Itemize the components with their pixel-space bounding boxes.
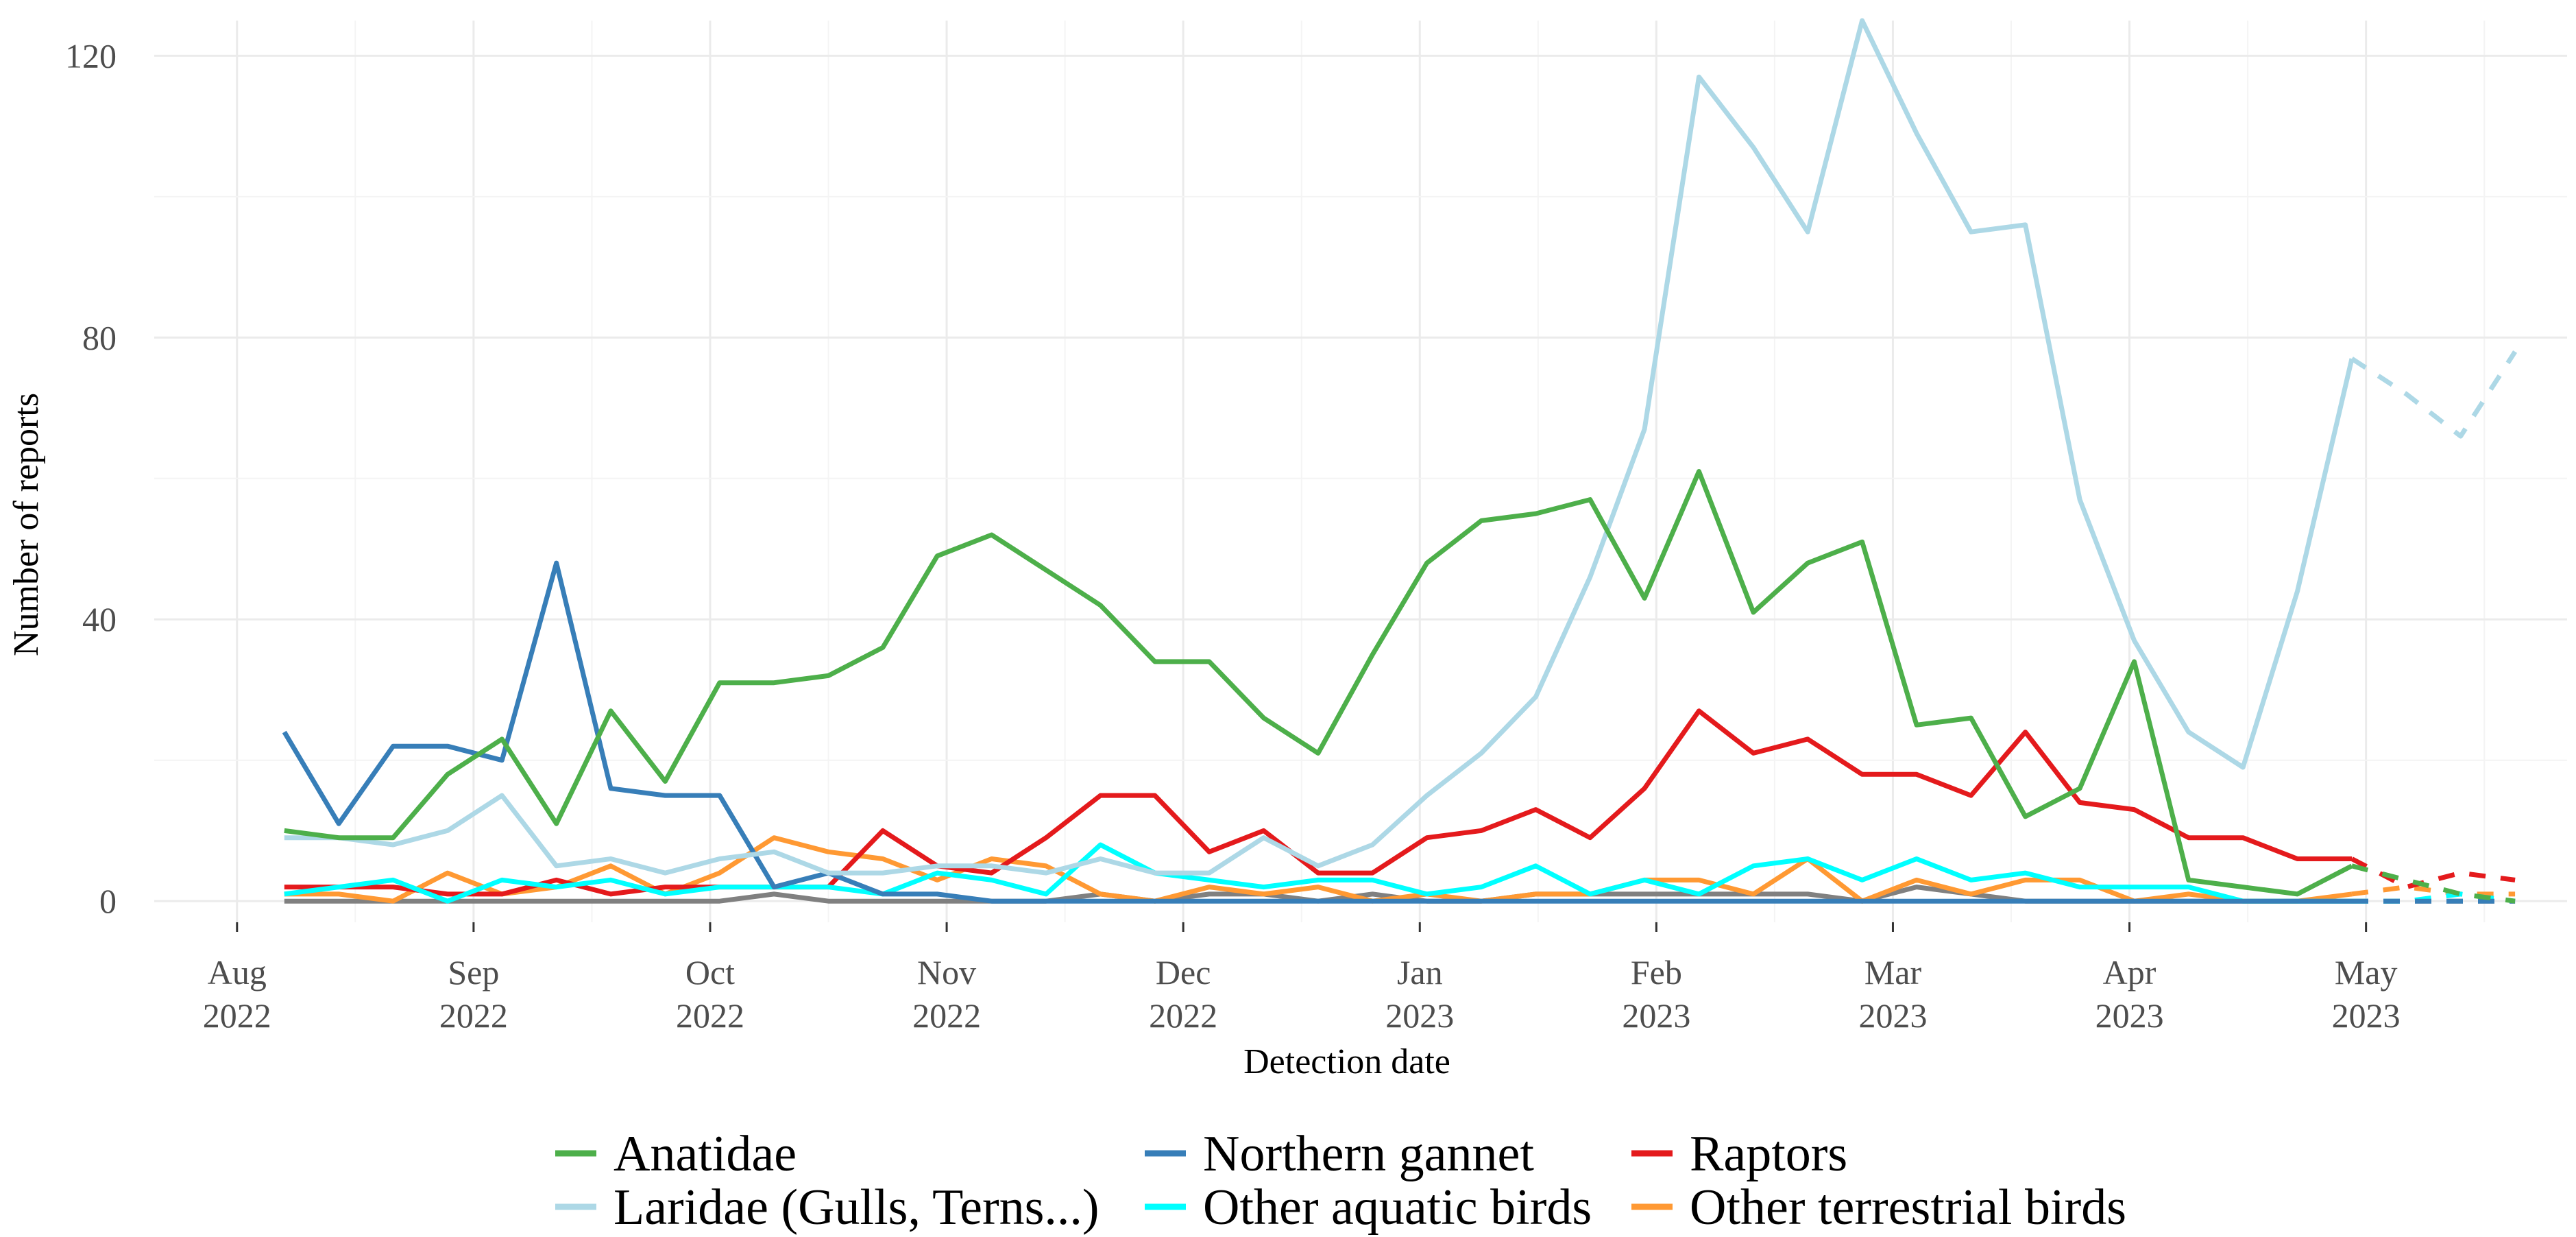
series-projection-raptors — [2350, 856, 2516, 890]
series-projection-other-terrestrial-birds — [2351, 885, 2516, 897]
y-tick-label: 0 — [99, 882, 117, 920]
legend-label-northern-gannet: Northern gannet — [1203, 1126, 1534, 1182]
x-tick-label: Oct 2022 — [676, 953, 744, 1035]
x-tick-label: Aug 2022 — [203, 953, 271, 1035]
series-line-northern-gannet — [282, 560, 2352, 904]
legend-label-anatidae: Anatidae — [613, 1126, 797, 1182]
y-tick-label: 80 — [82, 318, 117, 357]
y-tick-label: 40 — [82, 600, 117, 638]
series-lines — [282, 18, 2518, 904]
legend-label-other-aquatic-birds: Other aquatic birds — [1203, 1179, 1592, 1236]
series-line-laridae-gulls-terns — [284, 18, 2355, 876]
series-projection-anatidae — [2351, 863, 2516, 904]
x-tick-label: Dec 2022 — [1149, 953, 1217, 1035]
series-projection-laridae-gulls-terns — [2350, 350, 2518, 439]
series-line-other-terrestrial-birds — [284, 835, 2353, 904]
series-line-other-aquatic-birds — [284, 842, 2352, 904]
series-line-raptors — [284, 708, 2352, 897]
y-tick-label: 120 — [65, 36, 117, 75]
y-axis-title: Number of reports — [7, 393, 46, 656]
grid — [154, 21, 2567, 922]
x-tick-label: Apr 2023 — [2095, 953, 2164, 1035]
x-tick-label: Sep 2022 — [439, 953, 508, 1035]
x-tick-label: Feb 2023 — [1622, 953, 1690, 1035]
x-tick-label: Mar 2023 — [1858, 953, 1927, 1035]
x-axis-ticks: Aug 2022 Sep 2022 Oct 2022 Nov 2022 Dec 2022 Jan 20… — [203, 922, 2401, 1035]
x-tick-label: Jan 2023 — [1385, 953, 1454, 1035]
x-tick-label: May 2023 — [2332, 953, 2401, 1035]
legend-label-laridae-gulls-terns: Laridae (Gulls, Terns...) — [613, 1179, 1099, 1236]
legend-label-other-terrestrial-birds: Other terrestrial birds — [1690, 1179, 2126, 1236]
x-axis-title: Detection date — [1243, 1042, 1450, 1081]
series-line-anatidae — [284, 469, 2353, 897]
y-axis-ticks: 0 40 80 120 — [65, 36, 117, 920]
x-tick-label: Nov 2022 — [912, 953, 981, 1035]
legend: Anatidae Northern gannet Raptors Laridae (G… — [555, 1126, 2126, 1236]
legend-label-raptors: Raptors — [1690, 1126, 1847, 1182]
